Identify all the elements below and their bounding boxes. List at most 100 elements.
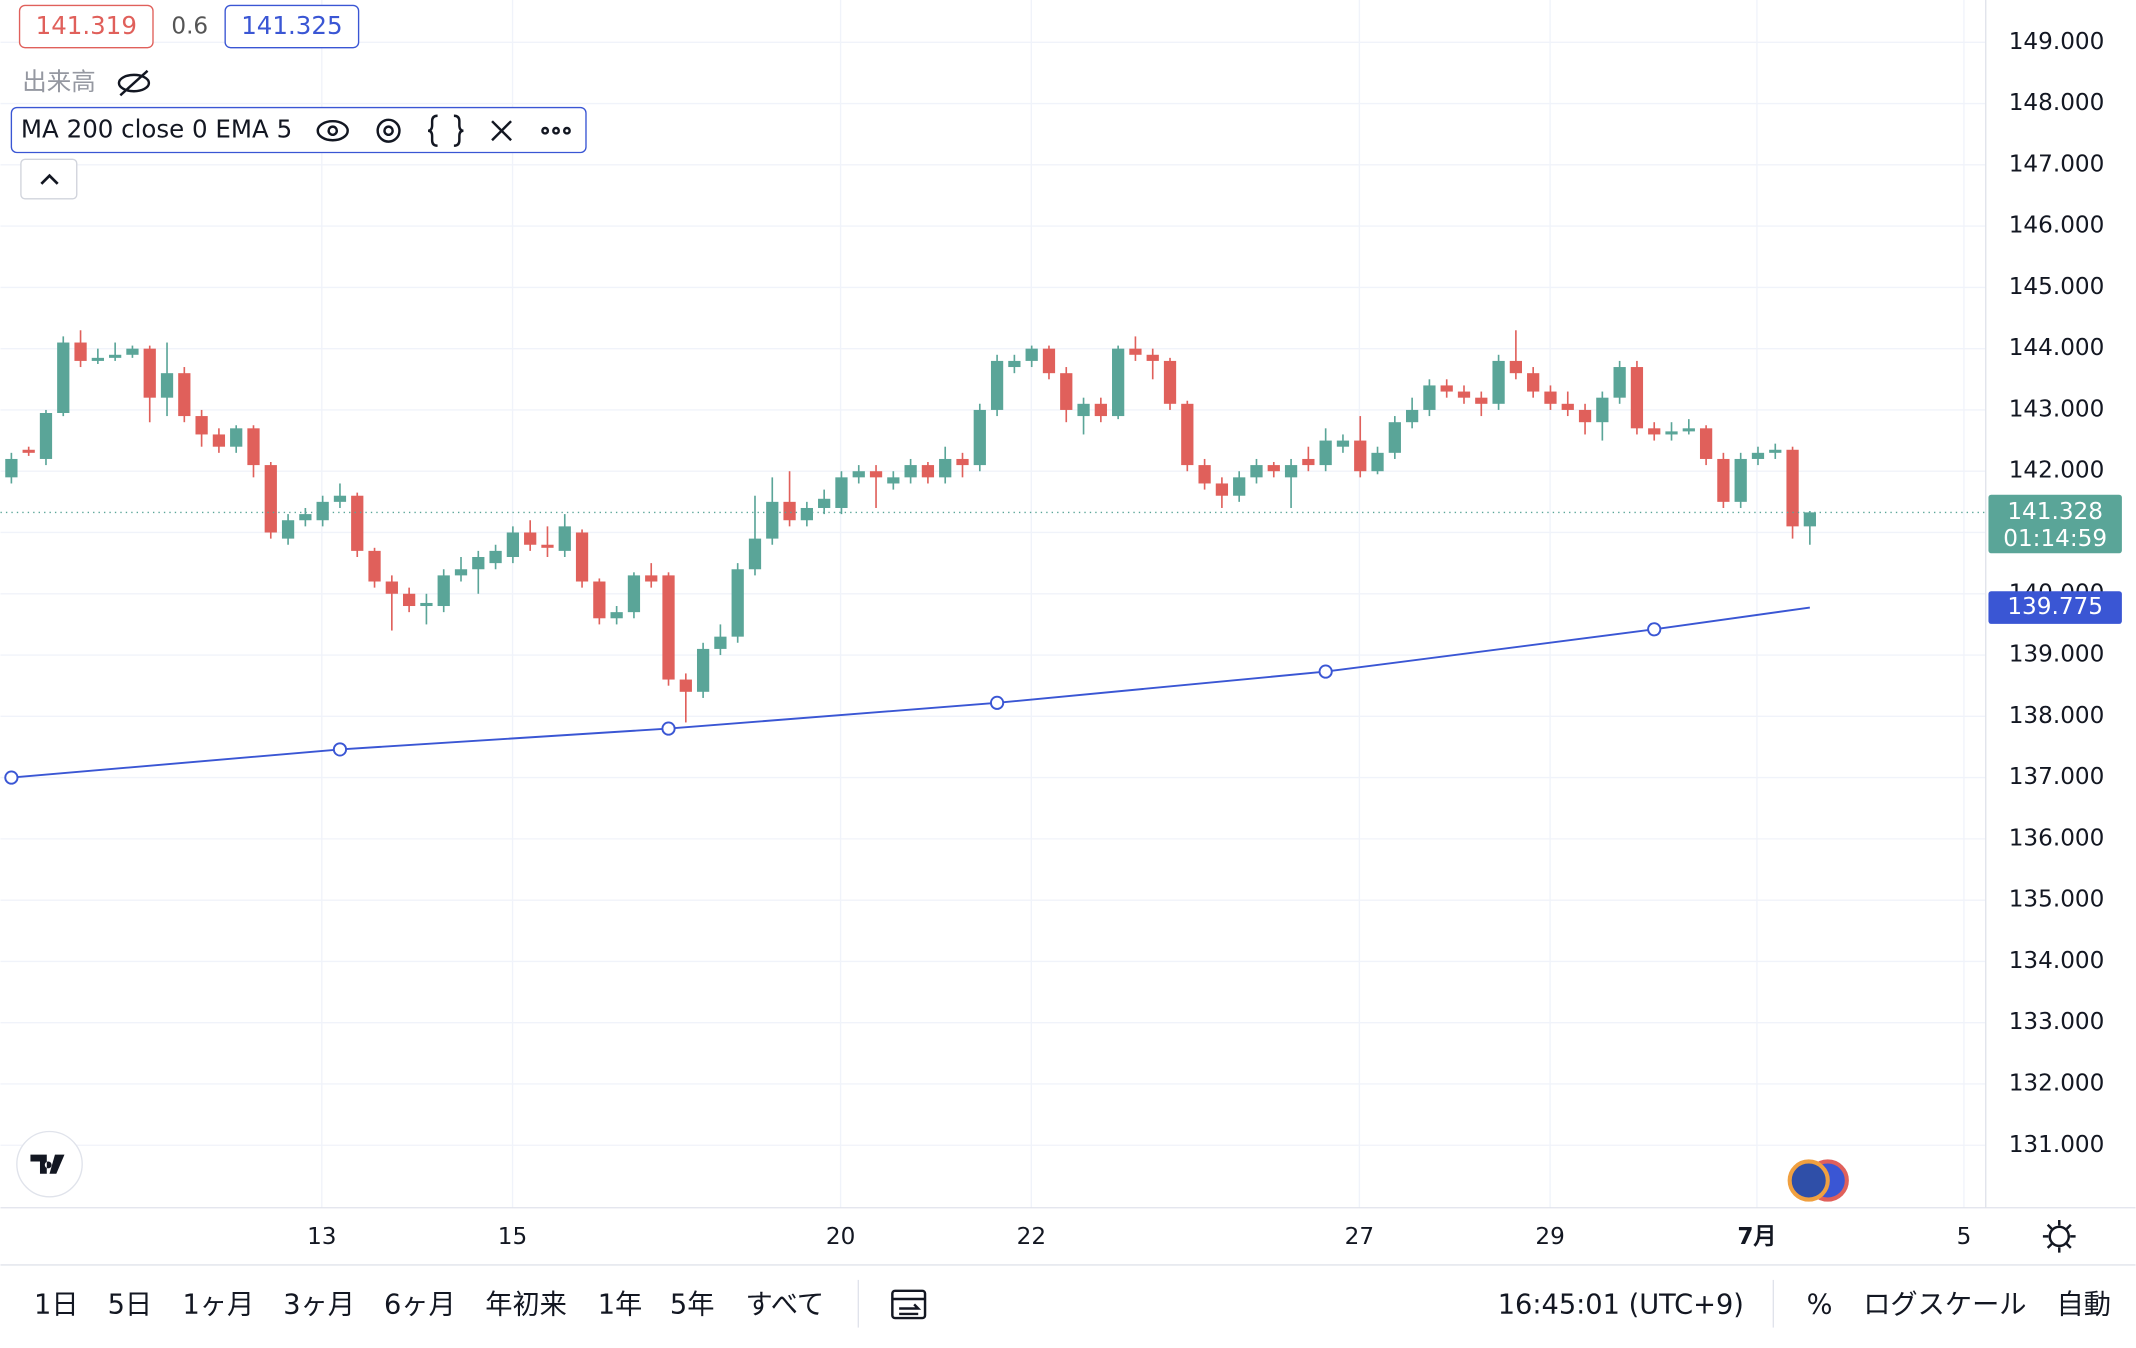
volume-hidden-icon[interactable] [117, 69, 151, 97]
ma-point [4, 770, 19, 785]
candle-body [541, 544, 554, 548]
bid-box[interactable] [18, 4, 154, 49]
source-icon[interactable] [427, 114, 464, 147]
range-button[interactable]: 年初来 [485, 1289, 567, 1320]
range-button[interactable]: 6ヶ月 [384, 1289, 456, 1320]
candle-body [1405, 409, 1419, 423]
candle-body [645, 575, 658, 582]
candle-body [1682, 428, 1695, 432]
marks [0, 330, 1986, 785]
candle-body [316, 501, 329, 521]
settings-gear[interactable] [2042, 1220, 2076, 1253]
date-range-icon[interactable] [891, 1289, 927, 1320]
candle-body [835, 477, 848, 508]
grid [0, 0, 1986, 1208]
candle-body [696, 648, 710, 692]
candle-body [1803, 512, 1816, 527]
candle-body [1060, 373, 1073, 410]
last-price-label: 141.328 [2007, 499, 2103, 525]
candle-body [852, 471, 865, 478]
candle-body [247, 428, 260, 466]
candle-body [39, 413, 53, 459]
candle-body [160, 373, 174, 398]
candle-body [1596, 397, 1609, 423]
ma-point [990, 695, 1005, 710]
candle-body [990, 360, 1004, 410]
ma-point [661, 721, 676, 736]
x-tick-label: 22 [1017, 1224, 1046, 1250]
candle-body [1198, 465, 1211, 484]
candle-body [1163, 360, 1177, 404]
candle-body [1042, 348, 1056, 374]
spread: 0.6 [171, 14, 208, 40]
candle-body [1492, 360, 1505, 404]
range-button[interactable]: すべて [745, 1289, 824, 1320]
candle-body [385, 581, 398, 594]
settings-icon[interactable] [376, 118, 401, 143]
candle-body [1440, 385, 1453, 392]
candle-body [1008, 360, 1021, 368]
range-button[interactable]: 1ヶ月 [182, 1289, 254, 1320]
candle-body [195, 416, 208, 435]
candle-body [766, 501, 779, 539]
auto-toggle[interactable]: 自動 [2057, 1289, 2111, 1320]
range-button[interactable]: 1日 [34, 1289, 79, 1320]
more-icon[interactable] [541, 126, 571, 135]
range-button[interactable]: 5年 [670, 1289, 715, 1320]
candle-body [1094, 403, 1107, 417]
ma-point [1647, 622, 1662, 637]
flag-icon[interactable] [1787, 1159, 1830, 1202]
range-button[interactable]: 1年 [598, 1289, 643, 1320]
ma-price-label: 139.775 [2007, 594, 2103, 620]
clock[interactable]: 16:45:01 (UTC+9) [1498, 1289, 1744, 1320]
y-tick-label: 134.000 [2009, 948, 2105, 974]
y-tick-label: 143.000 [2009, 396, 2105, 422]
candle-body [333, 495, 347, 502]
candle-body [506, 532, 520, 558]
candle-body [1181, 403, 1194, 466]
candle-body [351, 495, 364, 551]
candle-body [299, 514, 312, 521]
candle-body [368, 550, 381, 582]
candle-body [1648, 428, 1661, 435]
candle-body [1630, 367, 1644, 429]
candle-body [1475, 397, 1488, 404]
candle-body [454, 569, 468, 576]
x-tick-label: 5 [1957, 1224, 1972, 1250]
range-button[interactable]: 5日 [108, 1289, 153, 1320]
candle-body [558, 526, 571, 551]
log-toggle[interactable]: ログスケール [1863, 1289, 2026, 1320]
y-tick-label: 131.000 [2009, 1132, 2105, 1158]
y-tick-label: 132.000 [2009, 1070, 2105, 1096]
y-tick-label: 133.000 [2009, 1009, 2105, 1035]
ask-box[interactable] [224, 4, 360, 49]
candle-body [714, 636, 727, 649]
candle-body [1544, 391, 1557, 404]
candle-body [1665, 431, 1678, 435]
candle-body [1734, 458, 1747, 502]
range-button[interactable]: 3ヶ月 [283, 1289, 355, 1320]
indicator-legend[interactable] [10, 106, 587, 154]
candle-body [74, 342, 87, 361]
candle-body [1319, 440, 1332, 466]
eye-icon[interactable] [316, 119, 349, 142]
y-tick-label: 144.000 [2009, 335, 2105, 361]
ma-point [1318, 664, 1333, 679]
candle-body [887, 477, 900, 484]
candle-body [1284, 465, 1298, 478]
collapse-button[interactable] [20, 158, 78, 200]
candle-body [402, 593, 416, 607]
candle-body [22, 449, 35, 453]
close-icon[interactable] [491, 120, 512, 142]
candle-body [1215, 483, 1229, 496]
percent-toggle[interactable]: % [1807, 1289, 1833, 1320]
candle-body [1613, 367, 1626, 398]
candle-body [1561, 403, 1574, 410]
candle-body [800, 507, 813, 521]
candle-body [783, 501, 796, 521]
candle-body [109, 354, 122, 358]
candle-body [1509, 360, 1523, 374]
y-tick-label: 148.000 [2009, 90, 2105, 116]
